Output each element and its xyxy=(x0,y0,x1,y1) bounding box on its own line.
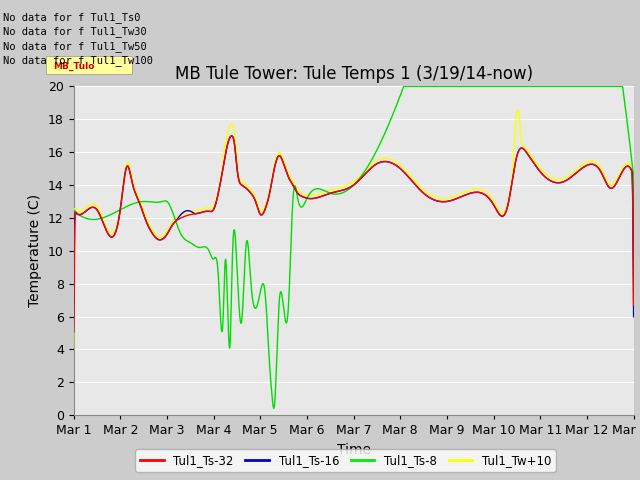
Text: MB_Tulo: MB_Tulo xyxy=(53,61,94,71)
X-axis label: Time: Time xyxy=(337,443,371,457)
Text: No data for f Tul1_Tw100: No data for f Tul1_Tw100 xyxy=(3,55,153,66)
Text: No data for f Tul1_Ts0: No data for f Tul1_Ts0 xyxy=(3,12,141,23)
Y-axis label: Temperature (C): Temperature (C) xyxy=(28,194,42,307)
Text: No data for f Tul1_Tw50: No data for f Tul1_Tw50 xyxy=(3,41,147,52)
Title: MB Tule Tower: Tule Temps 1 (3/19/14-now): MB Tule Tower: Tule Temps 1 (3/19/14-now… xyxy=(175,65,532,84)
Text: No data for f Tul1_Tw30: No data for f Tul1_Tw30 xyxy=(3,26,147,37)
Legend: Tul1_Ts-32, Tul1_Ts-16, Tul1_Ts-8, Tul1_Tw+10: Tul1_Ts-32, Tul1_Ts-16, Tul1_Ts-8, Tul1_… xyxy=(136,449,556,472)
